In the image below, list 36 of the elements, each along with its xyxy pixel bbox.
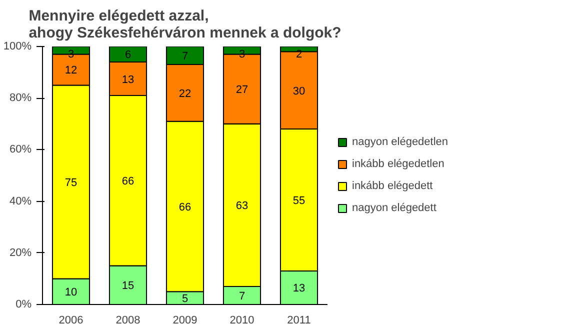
data-label: 3 xyxy=(68,48,74,60)
data-label: 22 xyxy=(178,88,192,100)
data-label: 66 xyxy=(122,176,134,188)
x-tick-label: 2010 xyxy=(230,314,254,326)
chart-title: Mennyire elégedett azzal, ahogy Székesfehérváron mennek a dolgok? xyxy=(28,8,342,42)
legend-label: inkább elégedetlen xyxy=(352,158,444,170)
data-label: 30 xyxy=(292,85,306,98)
legend-label: nagyon elégedett xyxy=(352,202,436,214)
data-label: 2 xyxy=(296,48,302,60)
data-label: 3 xyxy=(238,48,246,60)
x-tick-label: 2009 xyxy=(172,314,198,326)
data-label: 10 xyxy=(64,286,78,299)
data-label: 5 xyxy=(182,293,188,306)
data-label: 75 xyxy=(64,176,78,189)
x-tick-label: 2006 xyxy=(58,314,84,326)
data-label: 13 xyxy=(292,282,306,295)
y-tick-label: 20% xyxy=(9,246,32,259)
data-label: 15 xyxy=(122,280,134,292)
x-tick-label: 2008 xyxy=(116,314,140,326)
y-tick-label: 100% xyxy=(3,40,32,52)
y-tick-label: 40% xyxy=(9,195,32,208)
data-label: 66 xyxy=(178,201,192,214)
data-label: 55 xyxy=(292,195,306,208)
data-label: 6 xyxy=(124,49,132,62)
legend-label: inkább elégedett xyxy=(352,180,433,192)
x-tick-label: 2011 xyxy=(287,314,311,326)
y-tick-label: 60% xyxy=(9,144,32,156)
data-label: 12 xyxy=(64,64,78,77)
data-label: 27 xyxy=(236,84,248,96)
y-tick-label: 80% xyxy=(9,92,32,104)
y-tick-label: 0% xyxy=(16,298,32,310)
data-label: 7 xyxy=(238,290,246,302)
data-label: 13 xyxy=(122,74,134,86)
data-label: 63 xyxy=(236,200,248,212)
legend-label: nagyon elégedetlen xyxy=(352,136,448,148)
data-label: 7 xyxy=(182,50,188,63)
